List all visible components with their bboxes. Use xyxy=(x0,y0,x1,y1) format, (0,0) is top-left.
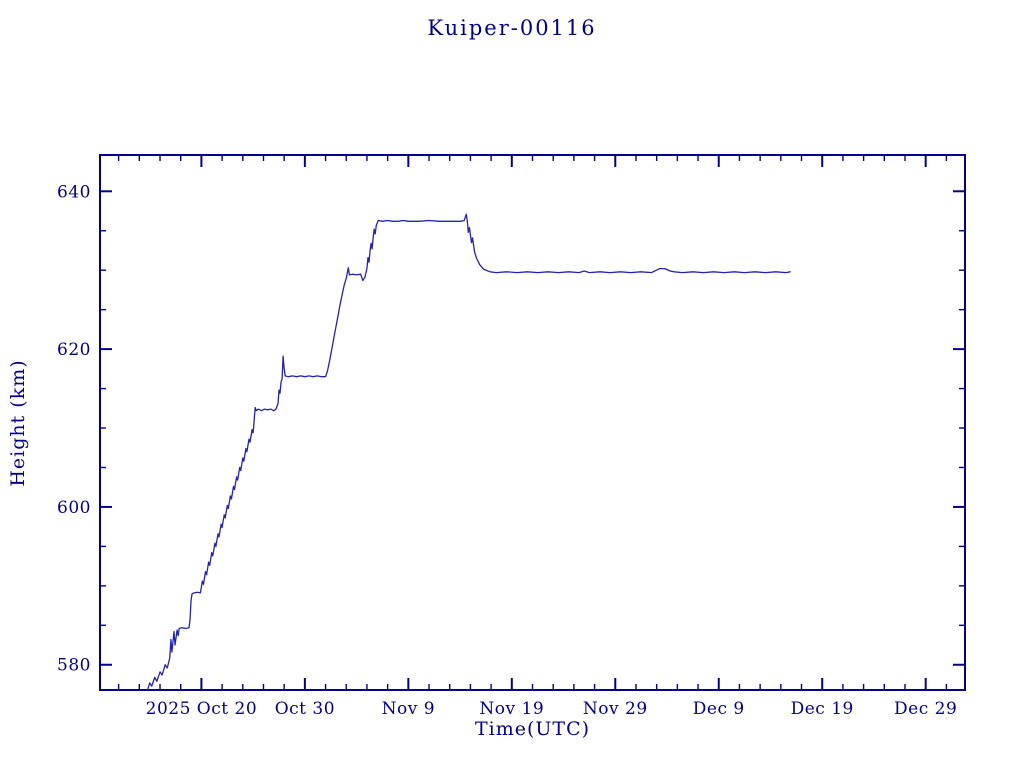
svg-text:Dec 29: Dec 29 xyxy=(894,699,957,719)
svg-text:580: 580 xyxy=(57,656,91,676)
chart-title: Kuiper-00116 xyxy=(427,16,597,40)
x-axis-label: Time(UTC) xyxy=(474,718,591,740)
svg-text:Nov 29: Nov 29 xyxy=(583,699,648,719)
svg-text:Nov 9: Nov 9 xyxy=(382,699,435,719)
svg-text:2025 Oct 20: 2025 Oct 20 xyxy=(146,699,258,719)
svg-text:620: 620 xyxy=(57,340,91,360)
svg-text:600: 600 xyxy=(57,498,91,518)
svg-text:640: 640 xyxy=(57,182,91,202)
svg-text:Oct 30: Oct 30 xyxy=(275,699,335,719)
svg-text:Dec 19: Dec 19 xyxy=(791,699,854,719)
svg-text:Nov 19: Nov 19 xyxy=(479,699,544,719)
svg-text:Dec 9: Dec 9 xyxy=(693,699,745,719)
